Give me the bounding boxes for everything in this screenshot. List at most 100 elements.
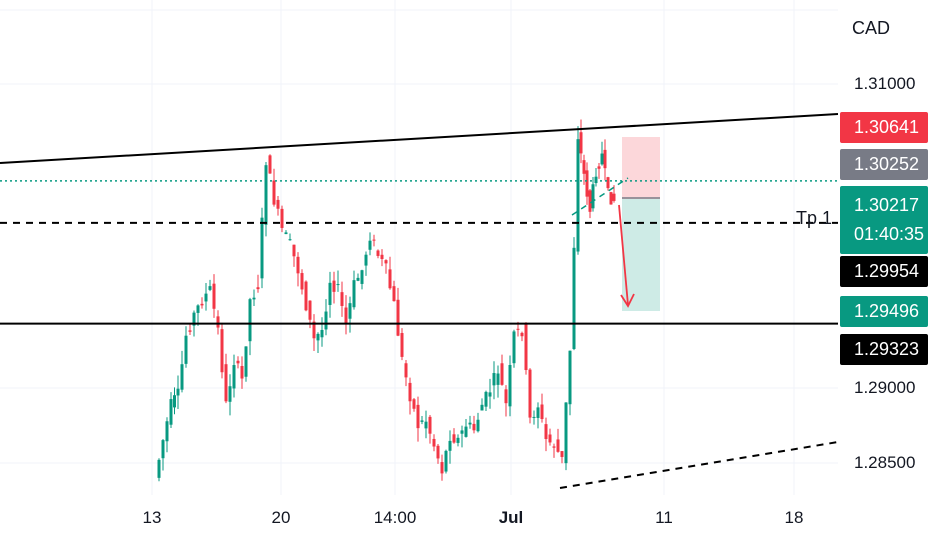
candle-body [245, 346, 248, 376]
candle-body [497, 374, 500, 385]
candle-body [592, 184, 595, 208]
candle-body [345, 308, 348, 325]
candle-body [293, 245, 296, 257]
candle-body [453, 434, 456, 442]
resistance-trendline [0, 114, 838, 163]
candle-body [197, 305, 200, 313]
candle-body [613, 194, 616, 201]
candle-body [586, 170, 589, 196]
candle-body [461, 430, 464, 433]
candle-body [385, 260, 388, 263]
price-tick: 1.31000 [854, 74, 915, 94]
candle-body [429, 417, 432, 434]
last-price-value: 1.30217 [854, 190, 928, 220]
candle-body [583, 160, 586, 174]
price-axis[interactable]: CAD 1.31000 1.29000 1.28500 1.30641 1.30… [838, 0, 932, 550]
candle-body [441, 462, 444, 473]
candle-body [305, 282, 308, 311]
candle-body [393, 286, 396, 301]
candle-body [361, 270, 364, 284]
candle-body [389, 269, 392, 288]
candle-body [473, 424, 476, 430]
candle-body [525, 324, 528, 370]
candle-body [505, 389, 508, 403]
candle-body [409, 383, 412, 401]
take-profit-price-label: 1.29496 [840, 296, 928, 327]
candle-body [301, 273, 304, 289]
candle-body [610, 192, 613, 204]
time-tick: 14:00 [374, 508, 417, 528]
price-tick: 1.28500 [854, 453, 915, 473]
price-chart[interactable] [0, 0, 838, 495]
candle-body [213, 284, 216, 309]
candle-body [549, 434, 552, 442]
time-tick: 20 [272, 508, 291, 528]
position-entry-price-label: 1.30252 [840, 149, 928, 180]
currency-label: CAD [852, 18, 890, 39]
candle-body [469, 423, 472, 425]
candle-body [249, 299, 252, 341]
candle-body [265, 165, 268, 225]
candle-body [604, 150, 607, 168]
candle-body [401, 333, 404, 357]
last-price-label: 1.30217 01:40:35 [840, 186, 928, 254]
candle-body [225, 364, 228, 401]
candle-body [209, 286, 212, 290]
candle-body [493, 373, 496, 385]
candle-body [607, 177, 610, 188]
candle-body [189, 330, 192, 331]
candle-body [413, 399, 416, 409]
candle-body [421, 420, 424, 421]
candle-body [309, 301, 312, 320]
candle-body [481, 405, 484, 411]
candle-body [337, 284, 340, 285]
candle-body [509, 365, 512, 406]
candle-body [449, 441, 452, 451]
price-tick: 1.29000 [854, 378, 915, 398]
candle-body [397, 300, 400, 336]
candle-body [365, 255, 368, 266]
candle-body [565, 402, 568, 463]
candle-body [329, 283, 332, 305]
chart-plot-area[interactable]: Tp 1 [0, 0, 838, 495]
candle-body [577, 139, 580, 251]
candle-body [261, 218, 264, 279]
candle-body [425, 422, 428, 429]
candle-body [580, 132, 583, 153]
candle-body [317, 334, 320, 340]
candle-body [589, 190, 592, 211]
resistance-trendline-price-label: 1.30641 [840, 112, 928, 143]
candle-body [537, 407, 540, 418]
candle-body [569, 351, 572, 405]
candle-body [166, 421, 169, 441]
time-tick: 13 [143, 508, 162, 528]
candle-body [437, 446, 440, 459]
candle-body [357, 278, 360, 281]
candle-body [598, 166, 601, 168]
candle-body [229, 386, 232, 402]
candle-body [285, 232, 288, 234]
candle-body [417, 405, 420, 428]
candle-body [445, 451, 448, 472]
candle-body [353, 280, 356, 307]
candle-body [341, 292, 344, 306]
candle-body [573, 248, 576, 349]
support-trendline [560, 442, 838, 488]
candle-body [221, 329, 224, 372]
candle-body [185, 336, 188, 364]
candle-body [373, 240, 376, 241]
candle-body [289, 239, 292, 240]
candle-body [489, 392, 492, 396]
candle-body [377, 251, 380, 256]
candle-body [237, 361, 240, 364]
candle-body [433, 439, 436, 447]
candle-body [205, 294, 208, 302]
candle-body [349, 303, 352, 319]
candle-body [333, 281, 336, 292]
candle-body [201, 304, 204, 306]
candle-body [529, 370, 532, 418]
candle-body [170, 399, 173, 425]
time-axis[interactable]: 13 20 14:00 Jul 11 18 [0, 495, 838, 550]
time-tick: 18 [785, 508, 804, 528]
candle-body [541, 405, 544, 420]
